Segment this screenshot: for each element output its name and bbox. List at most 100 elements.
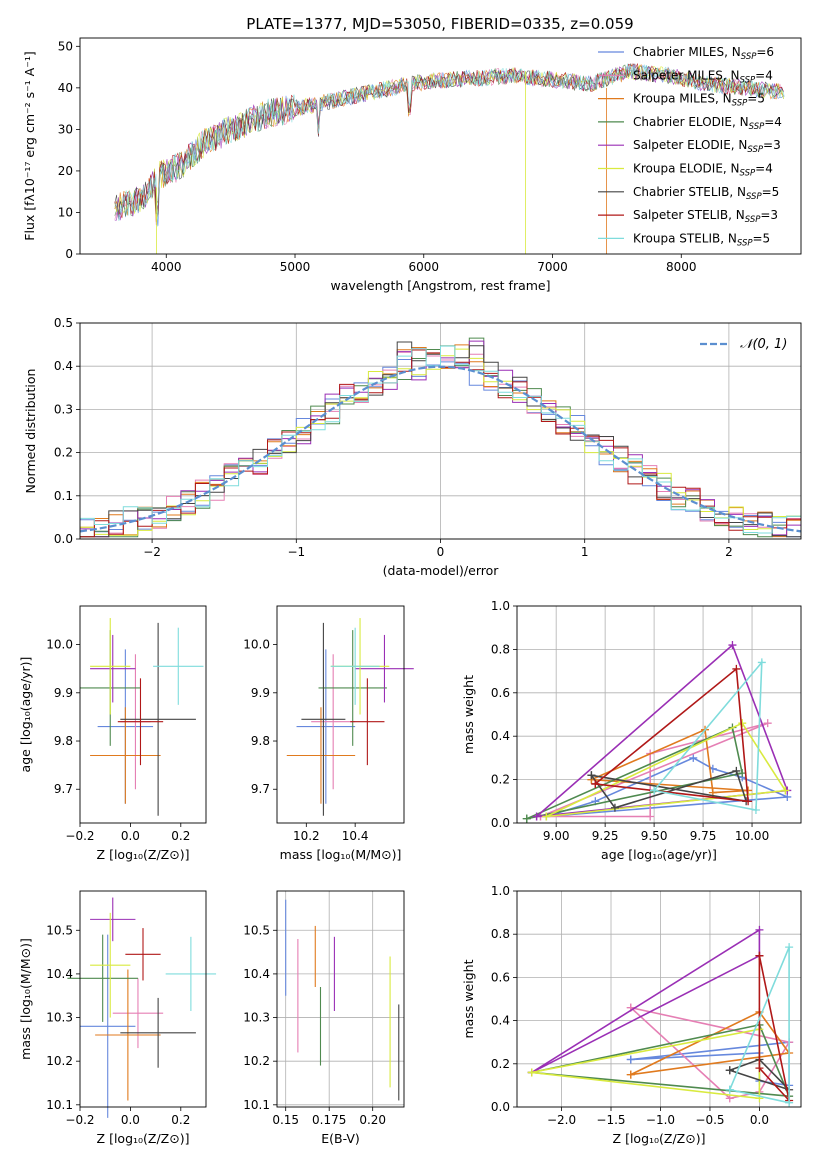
y-tick-label: 10.2 (243, 1054, 270, 1068)
legend-entry-count: =5 (747, 92, 765, 106)
legend-entry: Kroupa STELIB, NSSP=5 (633, 231, 770, 248)
y-tick-label: 10.1 (243, 1098, 270, 1112)
legend-entry-count: =4 (764, 115, 782, 129)
axes-frame (516, 605, 802, 824)
errorbars (80, 618, 204, 816)
y-tick-label: 10.3 (243, 1011, 270, 1025)
y-tick-label: 10.4 (243, 967, 270, 981)
legend-entry-name: Salpeter MILES, N (633, 68, 740, 82)
x-axis-label: Z [log₁₀(Z/Z⊙)] (97, 1131, 190, 1146)
legend-entry-count: =3 (760, 208, 778, 222)
y-tick-label: 9.9 (54, 686, 73, 700)
x-axis-label: Z [log₁₀(Z/Z⊙)] (97, 847, 190, 862)
errorbars (67, 897, 217, 1118)
weight-marker (626, 1070, 635, 1079)
y-axis-label: age [log₁₀(age/yr)] (18, 657, 33, 773)
weight-line (758, 955, 791, 1104)
y-tick-label: 0.4 (491, 1014, 510, 1028)
y-tick-label: 0.1 (54, 489, 73, 503)
weight-marker (755, 951, 764, 960)
weight-marker (732, 766, 741, 775)
legend-entry-name: Kroupa ELODIE, N (633, 162, 740, 176)
figure-title: PLATE=1377, MJD=53050, FIBERID=0335, z=0… (246, 15, 633, 33)
x-tick-label: 10.2 (293, 829, 320, 843)
weight-marker (755, 925, 764, 934)
histogram-step (80, 345, 801, 534)
weight-polygons (527, 925, 794, 1107)
y-tick-label: 0.6 (491, 686, 510, 700)
x-axis-label: E(B-V) (321, 1131, 360, 1146)
axes-frame (79, 322, 802, 540)
weight-line (630, 1010, 791, 1076)
weight-marker (785, 1098, 794, 1107)
y-tick-label: 10.0 (243, 638, 270, 652)
y-tick-label: 0 (65, 247, 73, 261)
x-tick-label: 9.00 (543, 829, 570, 843)
legend-entry-name: Salpeter STELIB, N (633, 208, 745, 222)
axes-frame (79, 890, 207, 1108)
x-tick-label: 7000 (537, 260, 568, 274)
legend-entry-name: Chabrier MILES, N (633, 45, 741, 59)
weight-marker (751, 805, 760, 814)
y-tick-label: 0.0 (491, 1100, 510, 1114)
y-tick-label: 10.0 (46, 638, 73, 652)
x-tick-label: 0.20 (359, 1113, 386, 1127)
y-tick-label: 0.2 (491, 773, 510, 787)
legend-entry: Kroupa ELODIE, NSSP=4 (633, 162, 773, 179)
spectrum-line (114, 63, 785, 227)
legend-entry-count: =4 (755, 68, 773, 82)
y-tick-label: 10.1 (46, 1098, 73, 1112)
legend-entry-sub: SSP (745, 215, 761, 225)
x-tick-label: −2 (143, 545, 161, 559)
x-tick-label: −0.2 (65, 1113, 94, 1127)
y-tick-label: 1.0 (491, 599, 510, 613)
x-tick-label: 0.2 (171, 1113, 190, 1127)
weight-line (546, 722, 787, 818)
x-tick-label: 1 (581, 545, 589, 559)
legend-entry-sub: SSP (741, 52, 757, 62)
x-tick-label: 2 (725, 545, 733, 559)
x-tick-label: 9.25 (592, 829, 619, 843)
axes-weight_vs_age: 9.00 9.25 9.50 9.75 10.00 0.0 0.2 0.4 0.6 0.8 1.0 a… (461, 599, 802, 862)
y-tick-label: 10.5 (243, 923, 270, 937)
y-tick-label: 9.8 (251, 734, 270, 748)
axes-spectrum: 4000 5000 6000 7000 8000 0 10 20 30 40 50 wavelengt… (22, 37, 802, 293)
weight-marker (542, 812, 551, 821)
y-tick-label: 9.8 (54, 734, 73, 748)
weight-marker (732, 664, 741, 673)
x-tick-label: 0 (437, 545, 445, 559)
legend-entry: Salpeter STELIB, NSSP=3 (633, 208, 778, 225)
legend-entry-name: Salpeter ELODIE, N (633, 138, 747, 152)
x-tick-label: 0.0 (121, 829, 140, 843)
y-tick-label: 0.6 (491, 970, 510, 984)
legend-entry: Kroupa MILES, NSSP=5 (633, 92, 765, 109)
axes-mass_vs_ebv: 0.15 0.175 0.20 10.1 10.2 10.3 10.4 10.5 E(B-V) (243, 890, 405, 1146)
y-axis-label: Normed distribution (23, 369, 38, 494)
y-tick-label: 9.9 (251, 686, 270, 700)
y-axis-label: mass [log₁₀(M/M⊙)] (18, 938, 33, 1060)
legend-entry-count: =3 (763, 138, 781, 152)
x-tick-label: 5000 (280, 260, 311, 274)
weight-marker (626, 1055, 635, 1064)
weight-marker (591, 779, 600, 788)
legend-entry-count: =5 (753, 231, 771, 245)
errorbars (285, 899, 400, 1101)
histograms (79, 337, 802, 538)
axes-age_vs_Z: −0.2 0.0 0.2 9.7 9.8 9.9 10.0 Z [log₁₀(Z/Z⊙)] ag… (18, 605, 207, 862)
y-tick-label: 10.3 (46, 1011, 73, 1025)
x-tick-label: 4000 (151, 260, 182, 274)
x-tick-label: −0.5 (695, 1113, 724, 1127)
weight-line (729, 1058, 790, 1091)
y-tick-label: 0.4 (54, 359, 73, 373)
weight-polygons (522, 641, 792, 823)
y-tick-label: 10 (58, 205, 73, 219)
legend-entry-name: Chabrier STELIB, N (633, 185, 746, 199)
legend-entry: 𝒩(0, 1) (740, 337, 787, 352)
legend-entry-count: =6 (756, 45, 774, 59)
legend-entry-name: Kroupa STELIB, N (633, 231, 737, 245)
legend-entry-name: Kroupa MILES, N (633, 92, 732, 106)
y-tick-label: 50 (58, 39, 73, 53)
errorbars (286, 618, 414, 816)
